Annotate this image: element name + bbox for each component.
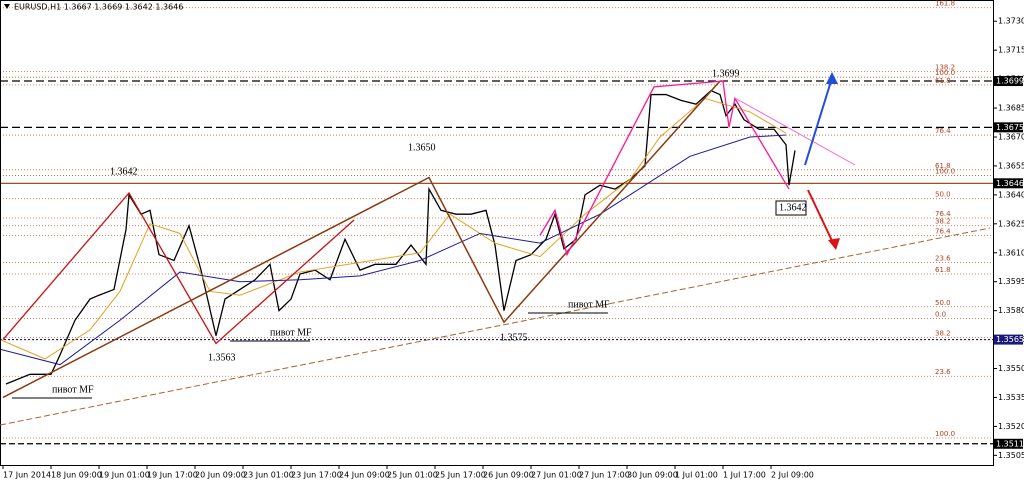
fib-label: 23.6 (935, 254, 951, 262)
fib-label: 50.0 (935, 299, 951, 307)
y-tick-label: 1.3595 (998, 277, 1024, 286)
arrow-head (826, 72, 838, 84)
x-tick-label: 23 Jun 17:00 (291, 471, 342, 480)
fib-label: 100.0 (935, 430, 955, 438)
annotation: пивот MF (270, 327, 312, 338)
level-label: 1.3565 (996, 335, 1024, 344)
x-tick-label: 27 Jun 01:00 (531, 471, 582, 480)
fib-label: 76.4 (935, 227, 951, 235)
fib-label: 0.0 (935, 310, 946, 318)
level-box (994, 334, 1023, 345)
y-tick-label: 1.3625 (998, 219, 1024, 228)
y-tick-label: 1.3730 (998, 17, 1024, 26)
price-line (539, 80, 790, 257)
y-tick-label: 1.3685 (998, 104, 1024, 113)
x-tick-label: 25 Jun 01:00 (387, 471, 438, 480)
y-tick-label: 1.3580 (998, 306, 1024, 315)
fib-label: 50.0 (935, 191, 951, 199)
fib-label: 61.8 (935, 77, 951, 85)
fib-label: 138.2 (935, 63, 955, 71)
fib-label: 76.4 (935, 210, 951, 218)
y-tick-label: 1.3715 (998, 46, 1024, 55)
y-tick-label: 1.3640 (998, 190, 1024, 199)
x-tick-label: 25 Jun 17:00 (435, 471, 486, 480)
annotation: 1.3699 (712, 68, 740, 79)
annotation: 1.3650 (408, 142, 436, 153)
trend-line (0, 227, 991, 426)
level-label: 1.3511 (996, 439, 1024, 448)
level-box (994, 122, 1023, 133)
price-line (0, 134, 787, 366)
x-tick-label: 2 Jul 09:00 (771, 471, 814, 480)
level-label: 1.3646 (996, 179, 1024, 188)
fib-label: 38.2 (935, 330, 951, 338)
y-tick-label: 1.3610 (998, 248, 1024, 257)
dropdown-icon (4, 4, 10, 9)
level-label: 1.3699 (996, 77, 1024, 86)
x-tick-label: 24 Jun 09:00 (339, 471, 390, 480)
fib-label: 76.4 (935, 127, 951, 135)
fib-label: 61.8 (935, 162, 951, 170)
x-tick-label: 27 Jun 17:00 (579, 471, 630, 480)
x-tick-label: 23 Jun 01:00 (243, 471, 294, 480)
fib-label: 161.8 (935, 0, 955, 8)
x-tick-label: 18 Jun 09:00 (51, 471, 102, 480)
y-tick-label: 1.3520 (998, 422, 1024, 431)
annotation: 1.3563 (208, 352, 236, 363)
x-tick-label: 19 Jun 01:00 (99, 471, 150, 480)
x-tick-label: 1 Jul 17:00 (723, 471, 766, 480)
x-tick-label: 17 Jun 2014 (3, 471, 51, 480)
annotation: 1.3642 (110, 166, 138, 177)
annotation: 1.3642 (779, 202, 807, 213)
x-tick-label: 30 Jun 09:00 (627, 471, 678, 480)
price-line (5, 89, 796, 385)
level-label: 1.3675 (996, 123, 1024, 132)
y-tick-label: 1.3670 (998, 132, 1024, 141)
x-tick-label: 20 Jun 09:00 (195, 471, 246, 480)
fib-label: 100.0 (935, 69, 955, 77)
level-box (994, 178, 1023, 189)
y-tick-label: 1.3550 (998, 364, 1024, 373)
level-box (994, 76, 1023, 87)
arrow-down (807, 189, 835, 246)
price-line (2, 80, 721, 399)
chart-title: EURUSD,H1 1.3667 1.3669 1.3642 1.3646 (14, 3, 183, 12)
fib-label: 38.2 (935, 218, 951, 226)
annotation: 1.3575 (500, 332, 528, 343)
y-tick-label: 1.3505 (998, 451, 1024, 460)
y-tick-label: 1.3655 (998, 161, 1024, 170)
level-box (994, 438, 1023, 449)
annotation-box (775, 200, 807, 216)
fib-label: 61.8 (935, 266, 951, 274)
fib-label: 23.6 (935, 368, 951, 376)
x-tick-label: 26 Jun 09:00 (483, 471, 534, 480)
price-line (0, 97, 787, 360)
y-tick-label: 1.3535 (998, 393, 1024, 402)
arrow-up (804, 77, 833, 166)
trend-line (734, 97, 856, 166)
price-line (2, 191, 355, 345)
arrow-head (828, 238, 840, 250)
fib-label: 100.0 (935, 168, 955, 176)
annotation: пивот MF (568, 299, 610, 310)
annotation: пивот MF (52, 384, 94, 395)
plot-frame (0, 0, 994, 466)
x-tick-label: 19 Jun 17:00 (147, 471, 198, 480)
x-tick-label: 1 Jul 01:00 (675, 471, 718, 480)
